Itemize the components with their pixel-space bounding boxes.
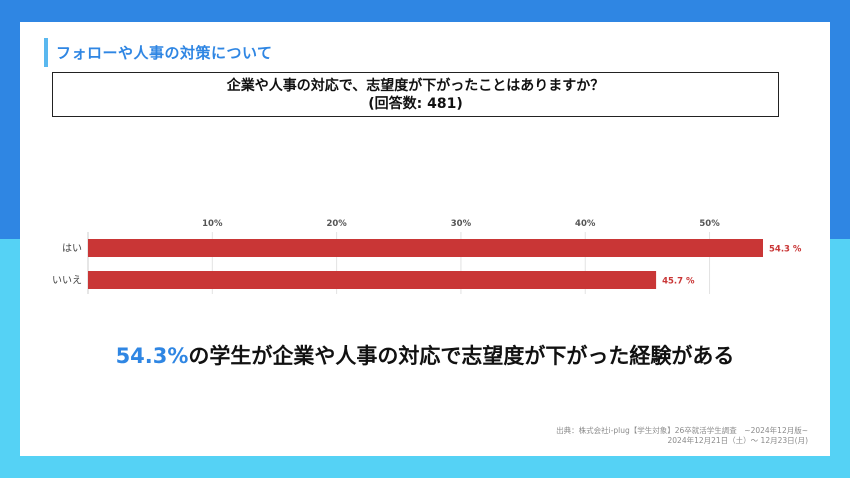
x-tick-label: 10% bbox=[202, 219, 223, 229]
data-label: 54.3 % bbox=[769, 245, 802, 255]
bar-chart: 10% 20% 30% 40% 50% はい 54.3 % いいえ 45.7 % bbox=[20, 182, 830, 312]
source-line-2: 2024年12月21日（土）～ 12月23日(月) bbox=[667, 436, 809, 445]
question-box: 企業や人事の対応で、志望度が下がったことはありますか？ (回答数: 481) bbox=[52, 72, 779, 117]
section-header: フォローや人事の対策について bbox=[44, 38, 273, 67]
bar-chart-svg: 10% 20% 30% 40% 50% はい 54.3 % いいえ 45.7 % bbox=[52, 219, 802, 294]
category-label: いいえ bbox=[52, 275, 82, 287]
headline: 54.3%の学生が企業や人事の対応で志望度が下がった経験がある bbox=[20, 340, 830, 370]
section-title: フォローや人事の対策について bbox=[56, 44, 273, 62]
data-label: 45.7 % bbox=[662, 277, 695, 287]
x-tick-label: 30% bbox=[451, 219, 472, 229]
bar bbox=[88, 271, 657, 289]
x-tick-label: 20% bbox=[326, 219, 347, 229]
category-label: はい bbox=[62, 243, 82, 255]
source-line-1: 出典：株式会社i-plug【学生対象】26卒就活学生調査 ~2024年12月版~ bbox=[556, 426, 808, 435]
x-tick-label: 50% bbox=[699, 219, 720, 229]
headline-percentage: 54.3% bbox=[115, 344, 189, 368]
source-note: 出典：株式会社i-plug【学生対象】26卒就活学生調査 ~2024年12月版~… bbox=[556, 426, 808, 446]
question-text: 企業や人事の対応で、志望度が下がったことはありますか？ bbox=[226, 77, 605, 94]
response-count: (回答数: 481) bbox=[368, 95, 463, 112]
section-accent-bar bbox=[44, 38, 48, 67]
x-tick-label: 40% bbox=[575, 219, 596, 229]
bar bbox=[88, 239, 763, 257]
slide-card: フォローや人事の対策について 企業や人事の対応で、志望度が下がったことはあります… bbox=[20, 22, 830, 456]
headline-text: の学生が企業や人事の対応で志望度が下がった経験がある bbox=[188, 344, 735, 368]
